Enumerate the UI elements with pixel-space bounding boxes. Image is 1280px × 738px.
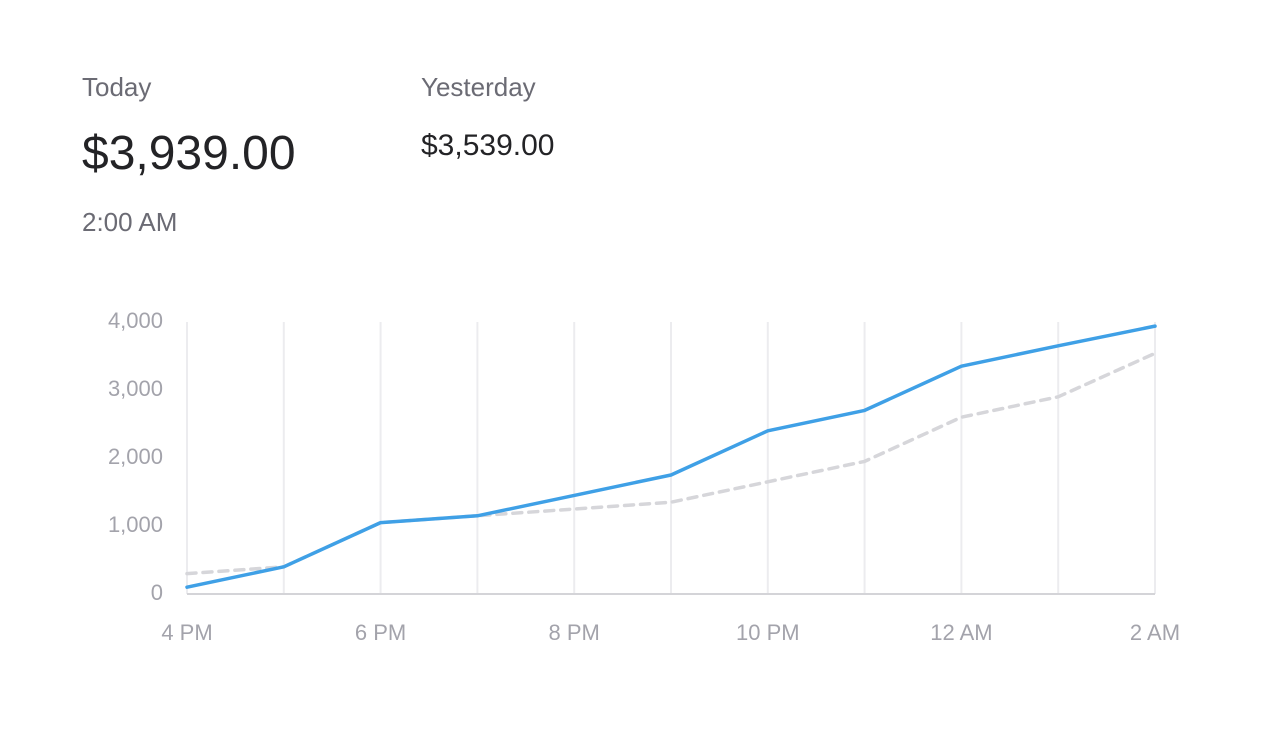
x-tick-label: 2 AM bbox=[1130, 620, 1180, 645]
y-tick-label: 4,000 bbox=[108, 308, 163, 333]
today-amount: $3,939.00 bbox=[82, 127, 296, 180]
y-tick-label: 1,000 bbox=[108, 512, 163, 537]
series-line bbox=[185, 324, 1157, 589]
yesterday-amount: $3,539.00 bbox=[421, 129, 555, 162]
today-label: Today bbox=[82, 72, 152, 102]
x-tick-label: 12 AM bbox=[930, 620, 992, 645]
y-tick-label: 3,000 bbox=[108, 376, 163, 401]
x-tick-label: 4 PM bbox=[161, 620, 212, 645]
y-tick-label: 2,000 bbox=[108, 444, 163, 469]
yesterday-label: Yesterday bbox=[421, 72, 536, 102]
x-tick-label: 8 PM bbox=[549, 620, 600, 645]
x-tick-label: 10 PM bbox=[736, 620, 800, 645]
x-tick-label: 6 PM bbox=[355, 620, 406, 645]
current-time: 2:00 AM bbox=[82, 207, 178, 237]
y-tick-label: 0 bbox=[151, 580, 163, 605]
